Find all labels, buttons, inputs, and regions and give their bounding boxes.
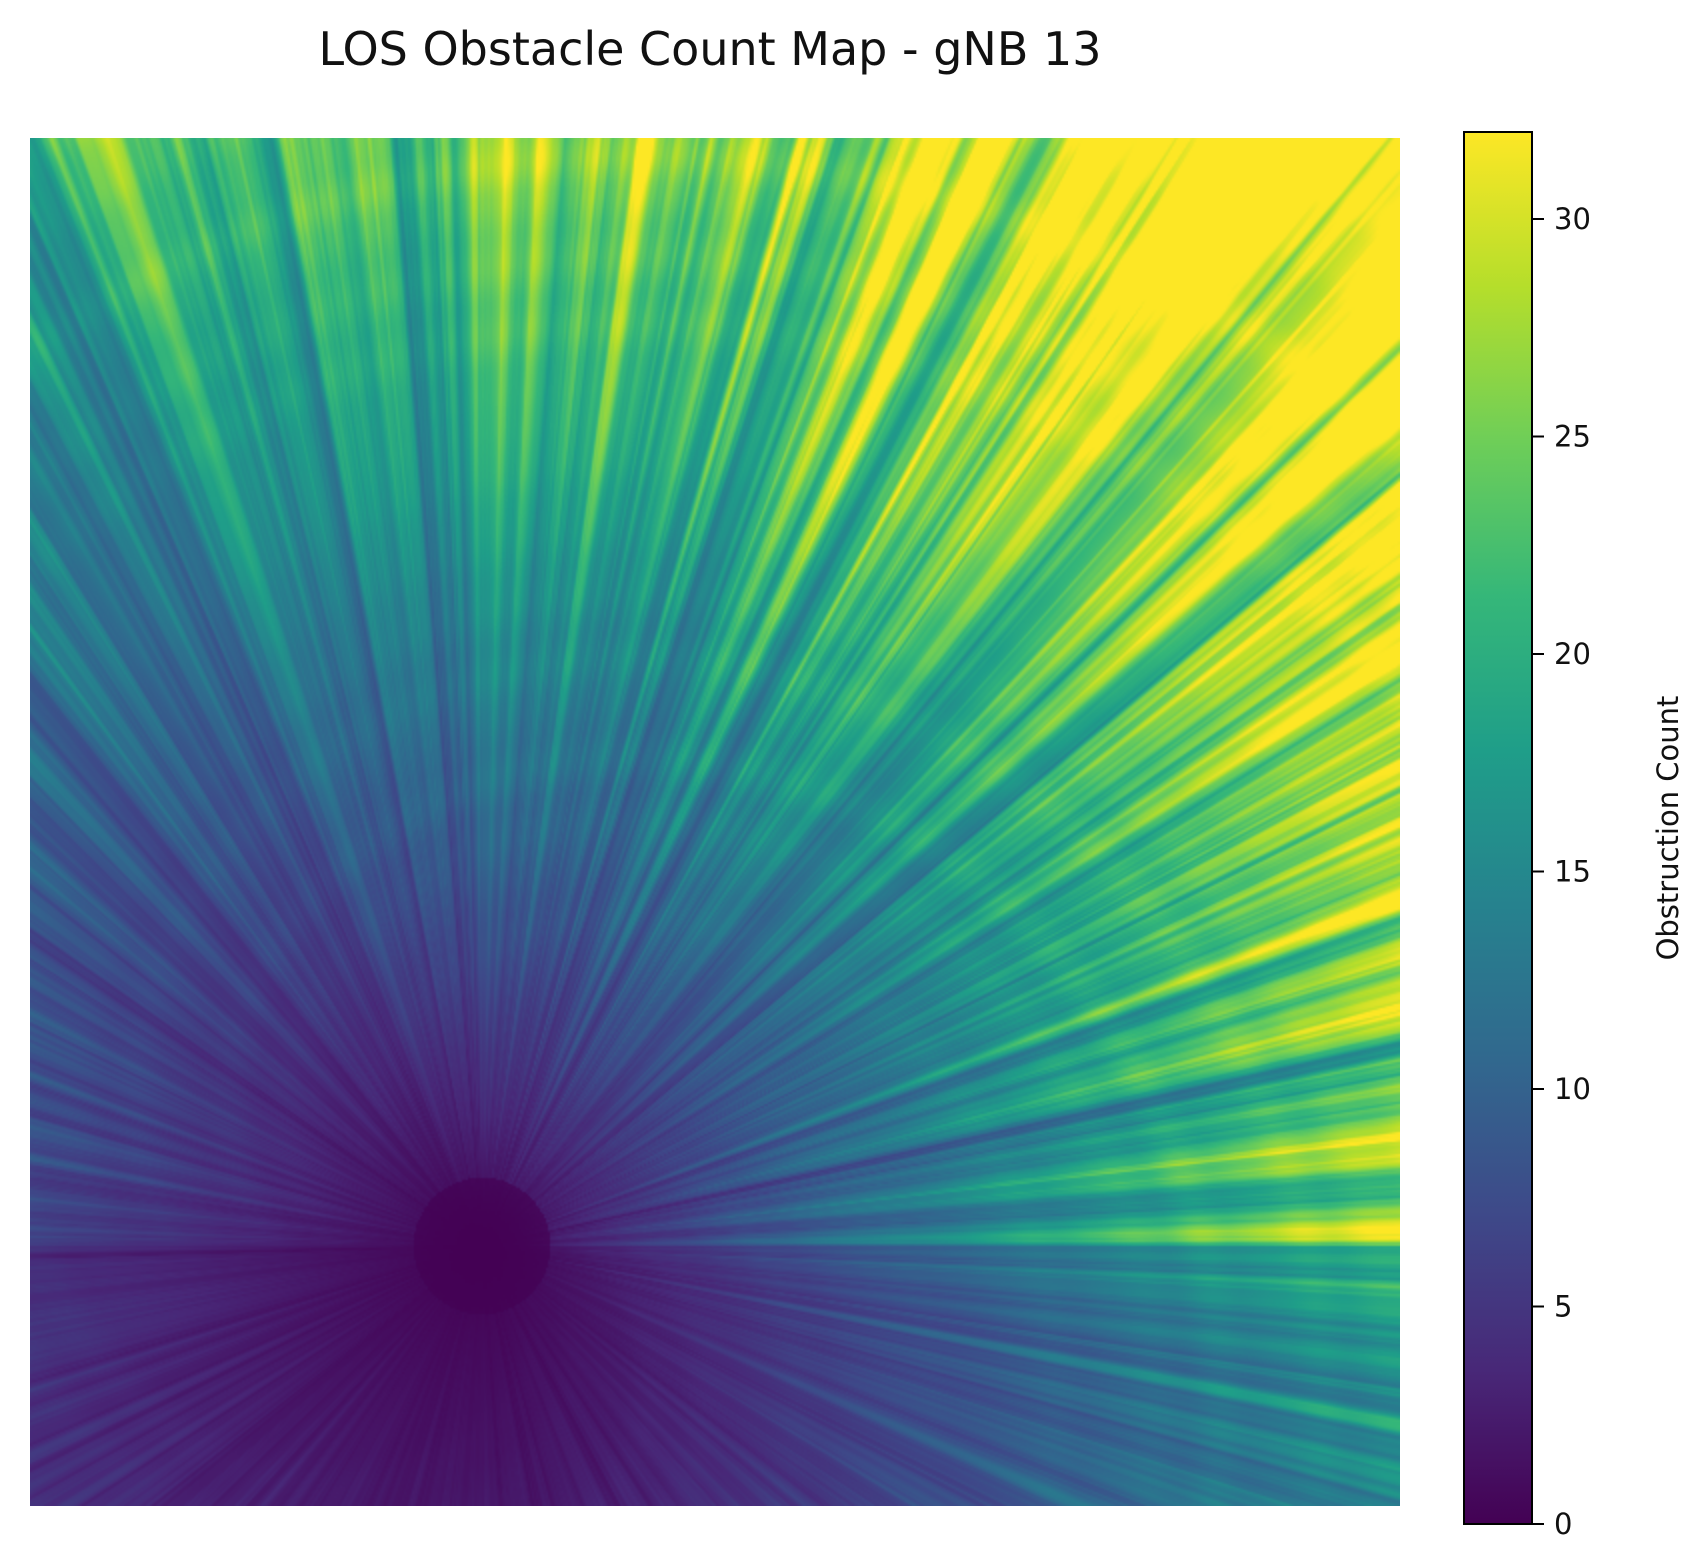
heatmap-plot-area — [30, 138, 1400, 1506]
colorbar-ticks: 0 5 10 15 20 25 30 — [1532, 202, 1591, 1541]
colorbar-label: Obstruction Count — [1651, 696, 1685, 961]
colorbar-tick-label-15: 15 — [1554, 855, 1591, 889]
colorbar-tick-label-20: 20 — [1554, 637, 1591, 671]
colorbar-tick-label-25: 25 — [1554, 420, 1591, 454]
colorbar-tick-label-5: 5 — [1554, 1290, 1572, 1324]
colorbar-tick-label-0: 0 — [1554, 1507, 1572, 1541]
chart-title: LOS Obstacle Count Map - gNB 13 — [318, 22, 1102, 76]
colorbar-tick-label-10: 10 — [1554, 1072, 1591, 1106]
colorbar: 0 5 10 15 20 25 30 Obstruction Count — [1463, 131, 1685, 1541]
colorbar-gradient — [1463, 131, 1533, 1525]
colorbar-tick-label-30: 30 — [1554, 202, 1591, 236]
